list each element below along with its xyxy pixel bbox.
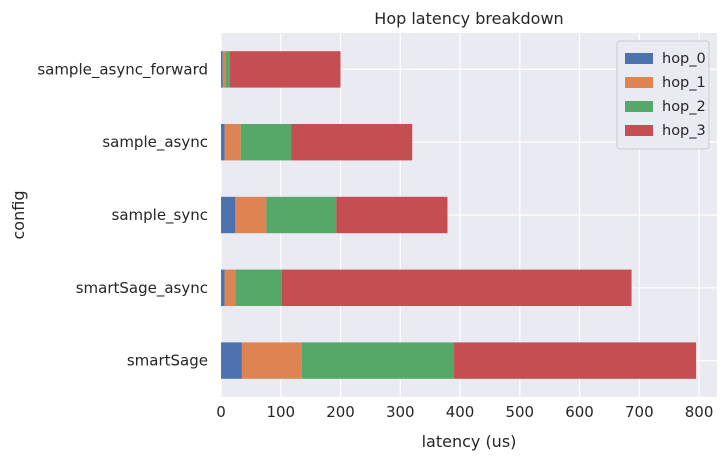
bar-hop_2 <box>225 51 230 88</box>
bar-hop_0 <box>221 51 223 88</box>
bar-hop_2 <box>266 196 337 234</box>
legend-swatch <box>625 125 653 136</box>
x-tick-label: 0 <box>216 403 226 421</box>
y-tick-labels: sample_async_forward sample_async sample_s… <box>37 60 208 369</box>
x-tick-label: 200 <box>326 403 355 421</box>
bar-hop_3 <box>281 269 632 306</box>
bar-hop_1 <box>222 51 226 88</box>
bar-hop_0 <box>221 342 242 379</box>
x-tick-label: 800 <box>685 403 714 421</box>
bar-hop_3 <box>454 342 697 379</box>
bar-hop_2 <box>240 124 292 161</box>
y-tick-label: sample_async <box>102 133 208 152</box>
bar-hop_3 <box>291 124 413 161</box>
bar-hop_1 <box>224 124 241 161</box>
x-tick-label: 700 <box>625 403 654 421</box>
legend-swatch <box>625 53 653 64</box>
legend-box <box>616 40 710 150</box>
bar-hop_3 <box>336 196 448 234</box>
x-tick-label: 100 <box>266 403 295 421</box>
x-axis-label: latency (us) <box>422 432 517 451</box>
y-tick-label: sample_async_forward <box>37 60 208 79</box>
bar-hop_1 <box>241 342 302 379</box>
y-tick-label: smartSage_async <box>76 279 208 298</box>
x-tick-label: 600 <box>565 403 594 421</box>
legend-label: hop_3 <box>662 123 706 139</box>
bar-hop_3 <box>229 51 341 88</box>
bar-hop_0 <box>221 124 225 161</box>
bar-hop_1 <box>235 196 267 234</box>
legend-swatch <box>625 77 653 88</box>
legend-label: hop_2 <box>662 99 706 115</box>
legend-label: hop_0 <box>662 51 706 67</box>
x-tick-labels: 0 100 200 300 400 500 600 700 800 <box>216 403 713 421</box>
y-tick-label: smartSage <box>127 352 208 370</box>
chart-title: Hop latency breakdown <box>374 9 563 28</box>
legend: hop_0 hop_1 hop_2 hop_3 <box>616 40 710 150</box>
bar-hop_1 <box>224 269 236 306</box>
bar-hop_0 <box>221 196 236 234</box>
y-tick-label: sample_sync <box>112 206 208 225</box>
bar-hop_2 <box>235 269 282 306</box>
bar-hop_2 <box>301 342 455 379</box>
legend-label: hop_1 <box>662 75 706 91</box>
bar-hop_0 <box>221 269 225 306</box>
x-tick-label: 500 <box>505 403 534 421</box>
x-tick-label: 300 <box>386 403 415 421</box>
x-tick-label: 400 <box>446 403 475 421</box>
bars <box>221 51 697 379</box>
y-axis-label: config <box>9 191 28 240</box>
legend-swatch <box>625 101 653 112</box>
